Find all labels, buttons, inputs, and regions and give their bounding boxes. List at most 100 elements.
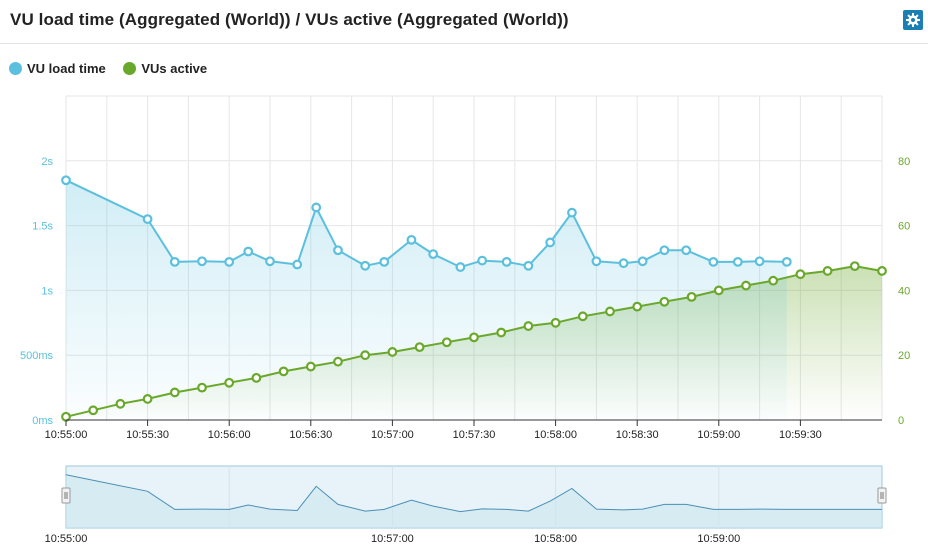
x-tick-label: 10:58:30 — [616, 429, 659, 441]
chart-title: VU load time (Aggregated (World)) / VUs … — [10, 10, 569, 29]
y-right-tick-label: 20 — [898, 350, 910, 362]
data-point-load-time — [681, 245, 692, 256]
data-point-load-time — [224, 256, 235, 267]
data-point-vus-active — [632, 301, 643, 312]
navigator-tick-label: 10:59:00 — [697, 533, 740, 545]
data-point-vus-active — [115, 398, 126, 409]
data-point-load-time — [428, 249, 439, 260]
x-tick-label: 10:58:00 — [534, 429, 577, 441]
gear-icon — [906, 13, 920, 27]
data-point-load-time — [379, 256, 390, 267]
data-point-load-time — [567, 207, 577, 218]
y-left-tick-label: 1s — [41, 285, 53, 297]
navigator-area — [66, 474, 882, 528]
data-point-vus-active — [741, 280, 751, 291]
data-point-vus-active — [305, 361, 316, 372]
series-areas — [66, 180, 882, 420]
y-right-tick-label: 80 — [898, 156, 910, 168]
legend-item-vus-active[interactable]: VUs active — [123, 60, 207, 76]
data-point-vus-active — [387, 347, 398, 357]
data-point-load-time — [501, 256, 512, 267]
axes: 10:55:00 10:55:30 10:56:00 10:56:30 10:57:00… — [20, 156, 910, 441]
data-point-load-time — [545, 237, 556, 248]
data-point-load-time — [142, 214, 153, 225]
data-point-vus-active — [496, 327, 507, 338]
navigator-tick-label: 10:58:00 — [534, 533, 577, 545]
data-point-vus-active — [360, 350, 371, 361]
data-point-vus-active — [686, 291, 697, 302]
data-point-load-time — [333, 245, 343, 256]
y-left-tick-label: 0ms — [32, 415, 53, 427]
data-point-vus-active — [142, 394, 153, 404]
data-point-load-time — [732, 256, 743, 267]
y-right-tick-label: 0 — [898, 415, 904, 427]
chart-legend: VU load time VUs active — [9, 59, 221, 77]
navigator-line — [65, 474, 882, 513]
data-point-vus-active — [278, 366, 289, 377]
x-tick-label: 10:57:30 — [453, 429, 496, 441]
navigator-handle-left[interactable] — [61, 487, 71, 504]
data-point-vus-active — [713, 285, 724, 296]
data-point-vus-active — [577, 311, 588, 322]
settings-button[interactable] — [903, 10, 923, 30]
data-point-load-time — [781, 256, 792, 267]
data-point-vus-active — [469, 332, 479, 343]
data-point-vus-active — [251, 372, 262, 383]
legend-swatch-load-time — [9, 61, 22, 75]
data-point-load-time — [591, 256, 602, 267]
data-point-load-time — [754, 256, 765, 267]
data-point-load-time — [265, 256, 275, 267]
series-area-load-time — [66, 180, 787, 420]
data-point-load-time — [659, 245, 670, 256]
series-points — [61, 175, 887, 422]
navigator-tick-label: 10:55:00 — [45, 533, 88, 545]
legend-item-load-time[interactable]: VU load time — [9, 60, 106, 76]
legend-label-vus-active: VUs active — [141, 60, 208, 76]
data-point-load-time — [292, 259, 303, 270]
navigator-tick-label: 10:57:00 — [371, 533, 414, 545]
y-left-tick-label: 1.5s — [32, 221, 53, 233]
data-point-vus-active — [605, 306, 615, 317]
data-point-vus-active — [441, 337, 452, 348]
data-point-vus-active — [822, 266, 833, 276]
data-point-vus-active — [169, 387, 180, 398]
data-point-vus-active — [659, 296, 670, 307]
data-point-vus-active — [61, 411, 71, 422]
x-tick-label: 10:56:00 — [208, 429, 251, 441]
data-point-load-time — [243, 246, 254, 257]
x-tick-label: 10:55:30 — [126, 429, 169, 441]
data-point-vus-active — [849, 261, 860, 272]
data-point-vus-active — [414, 342, 425, 353]
data-point-load-time — [637, 256, 648, 267]
legend-label-load-time: VU load time — [27, 60, 106, 76]
x-tick-label: 10:57:00 — [371, 429, 414, 441]
navigator-handle-right[interactable] — [877, 487, 887, 504]
data-point-vus-active — [88, 405, 99, 416]
x-tick-label: 10:56:30 — [289, 429, 332, 441]
x-tick-label: 10:59:30 — [779, 429, 822, 441]
navigator[interactable]: 10:55:00 10:57:00 10:58:00 10:59:00 — [45, 465, 887, 545]
data-point-load-time — [406, 234, 417, 245]
data-point-load-time — [708, 256, 719, 267]
data-point-load-time — [618, 258, 629, 269]
data-point-load-time — [311, 202, 322, 213]
data-point-load-time — [477, 255, 488, 266]
chart-header: VU load time (Aggregated (World)) / VUs … — [0, 0, 928, 44]
legend-swatch-vus-active — [123, 61, 137, 75]
data-point-load-time — [455, 262, 466, 272]
data-point-vus-active — [333, 356, 343, 367]
data-point-vus-active — [197, 382, 207, 393]
y-left-tick-label: 2s — [41, 156, 53, 168]
y-left-tick-label: 500ms — [20, 350, 54, 362]
data-point-vus-active — [550, 317, 561, 328]
data-point-load-time — [523, 260, 534, 271]
data-point-vus-active — [523, 321, 534, 331]
data-point-vus-active — [877, 266, 887, 276]
data-point-vus-active — [224, 377, 235, 388]
data-point-vus-active — [768, 275, 779, 286]
y-right-tick-label: 60 — [898, 221, 910, 233]
y-right-tick-label: 40 — [898, 285, 910, 297]
data-point-load-time — [169, 256, 180, 267]
x-tick-label: 10:55:00 — [45, 429, 88, 441]
